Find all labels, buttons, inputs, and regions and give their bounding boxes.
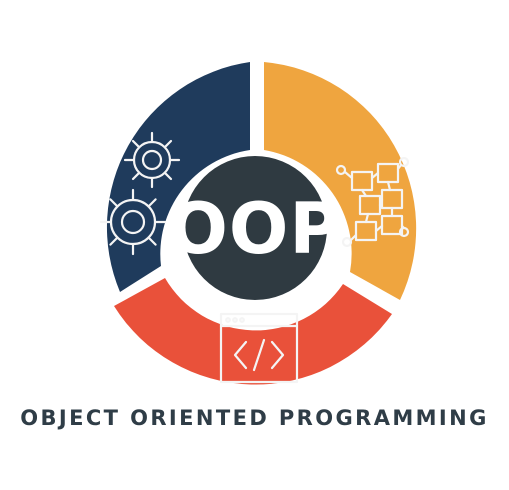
segment-right — [264, 62, 417, 300]
segment-bottom — [114, 278, 392, 385]
center-circle — [183, 156, 327, 300]
segment-left — [106, 62, 251, 292]
code-window-icon — [219, 312, 299, 384]
center-label: OOP — [168, 188, 341, 270]
caption: OBJECT ORIENTED PROGRAMMING — [20, 406, 489, 430]
class-diagram-icon — [335, 156, 410, 248]
gears-icon — [99, 131, 181, 256]
